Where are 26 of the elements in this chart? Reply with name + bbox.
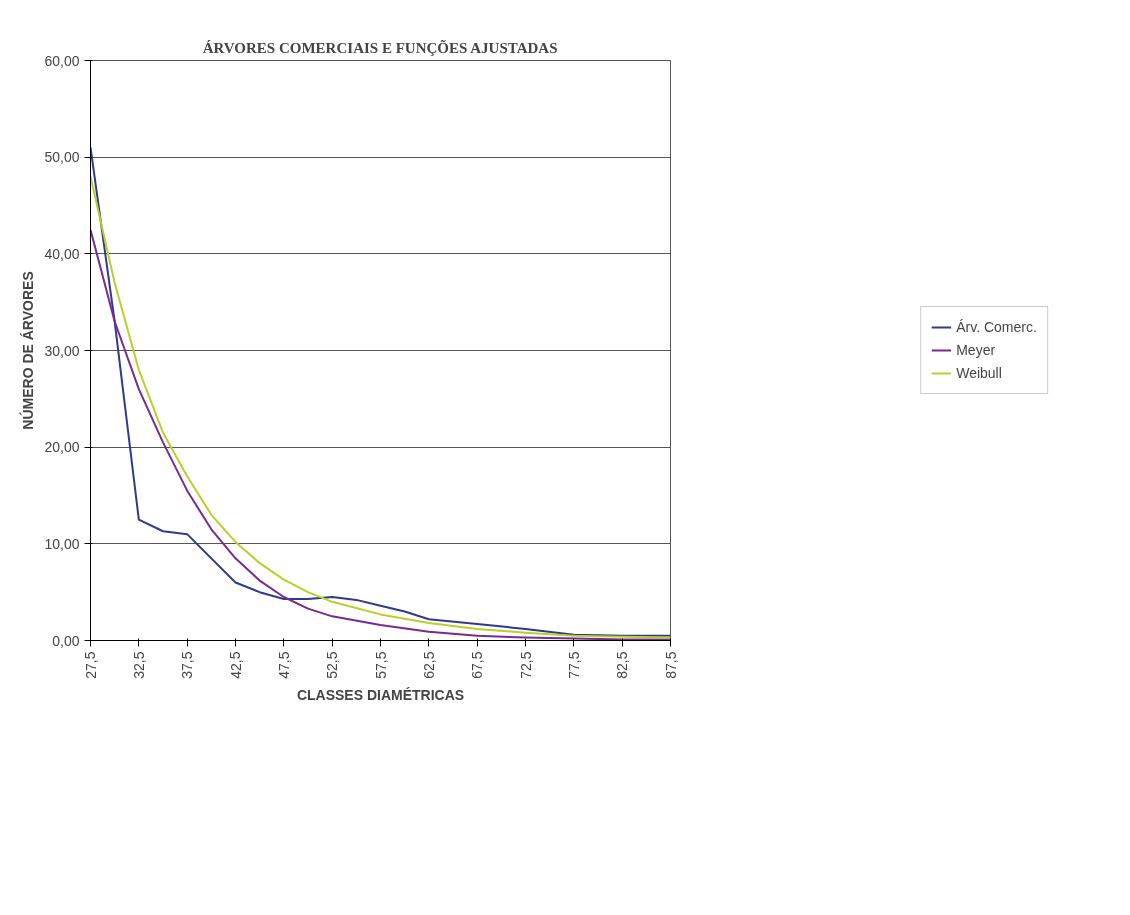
x-tick-label: 67,5 — [469, 651, 486, 679]
y-tick-label: 50,00 — [44, 149, 80, 166]
y-tick-label: 10,00 — [44, 535, 80, 552]
x-tick-label: 77,5 — [565, 651, 582, 679]
x-tick-label: 82,5 — [614, 651, 631, 679]
y-tick-label: 40,00 — [44, 245, 80, 262]
y-tick-label: 60,00 — [44, 52, 80, 69]
legend-label: Weibull — [956, 365, 1002, 381]
legend-label: Meyer — [956, 342, 996, 358]
y-tick-label: 20,00 — [44, 439, 80, 456]
x-tick-label: 37,5 — [179, 651, 196, 679]
legend-label: Árv. Comerc. — [956, 319, 1037, 335]
x-tick-label: 87,5 — [662, 651, 679, 679]
y-axis-title: NÚMERO DE ÁRVORES — [19, 271, 37, 430]
x-tick-label: 57,5 — [372, 651, 389, 679]
x-tick-label: 42,5 — [227, 651, 244, 679]
x-tick-label: 72,5 — [517, 651, 534, 679]
x-tick-label: 32,5 — [130, 651, 147, 679]
y-tick-label: 0,00 — [52, 632, 80, 649]
x-tick-label: 27,5 — [82, 651, 99, 679]
y-tick-label: 30,00 — [44, 342, 80, 359]
chart-title: ÁRVORES COMERCIAIS E FUNÇÕES AJUSTADAS — [202, 38, 558, 56]
x-axis-title: CLASSES DIAMÉTRICAS — [296, 686, 465, 703]
x-tick-label: 47,5 — [275, 651, 292, 679]
x-tick-label: 62,5 — [420, 651, 437, 679]
x-tick-label: 52,5 — [324, 651, 341, 679]
